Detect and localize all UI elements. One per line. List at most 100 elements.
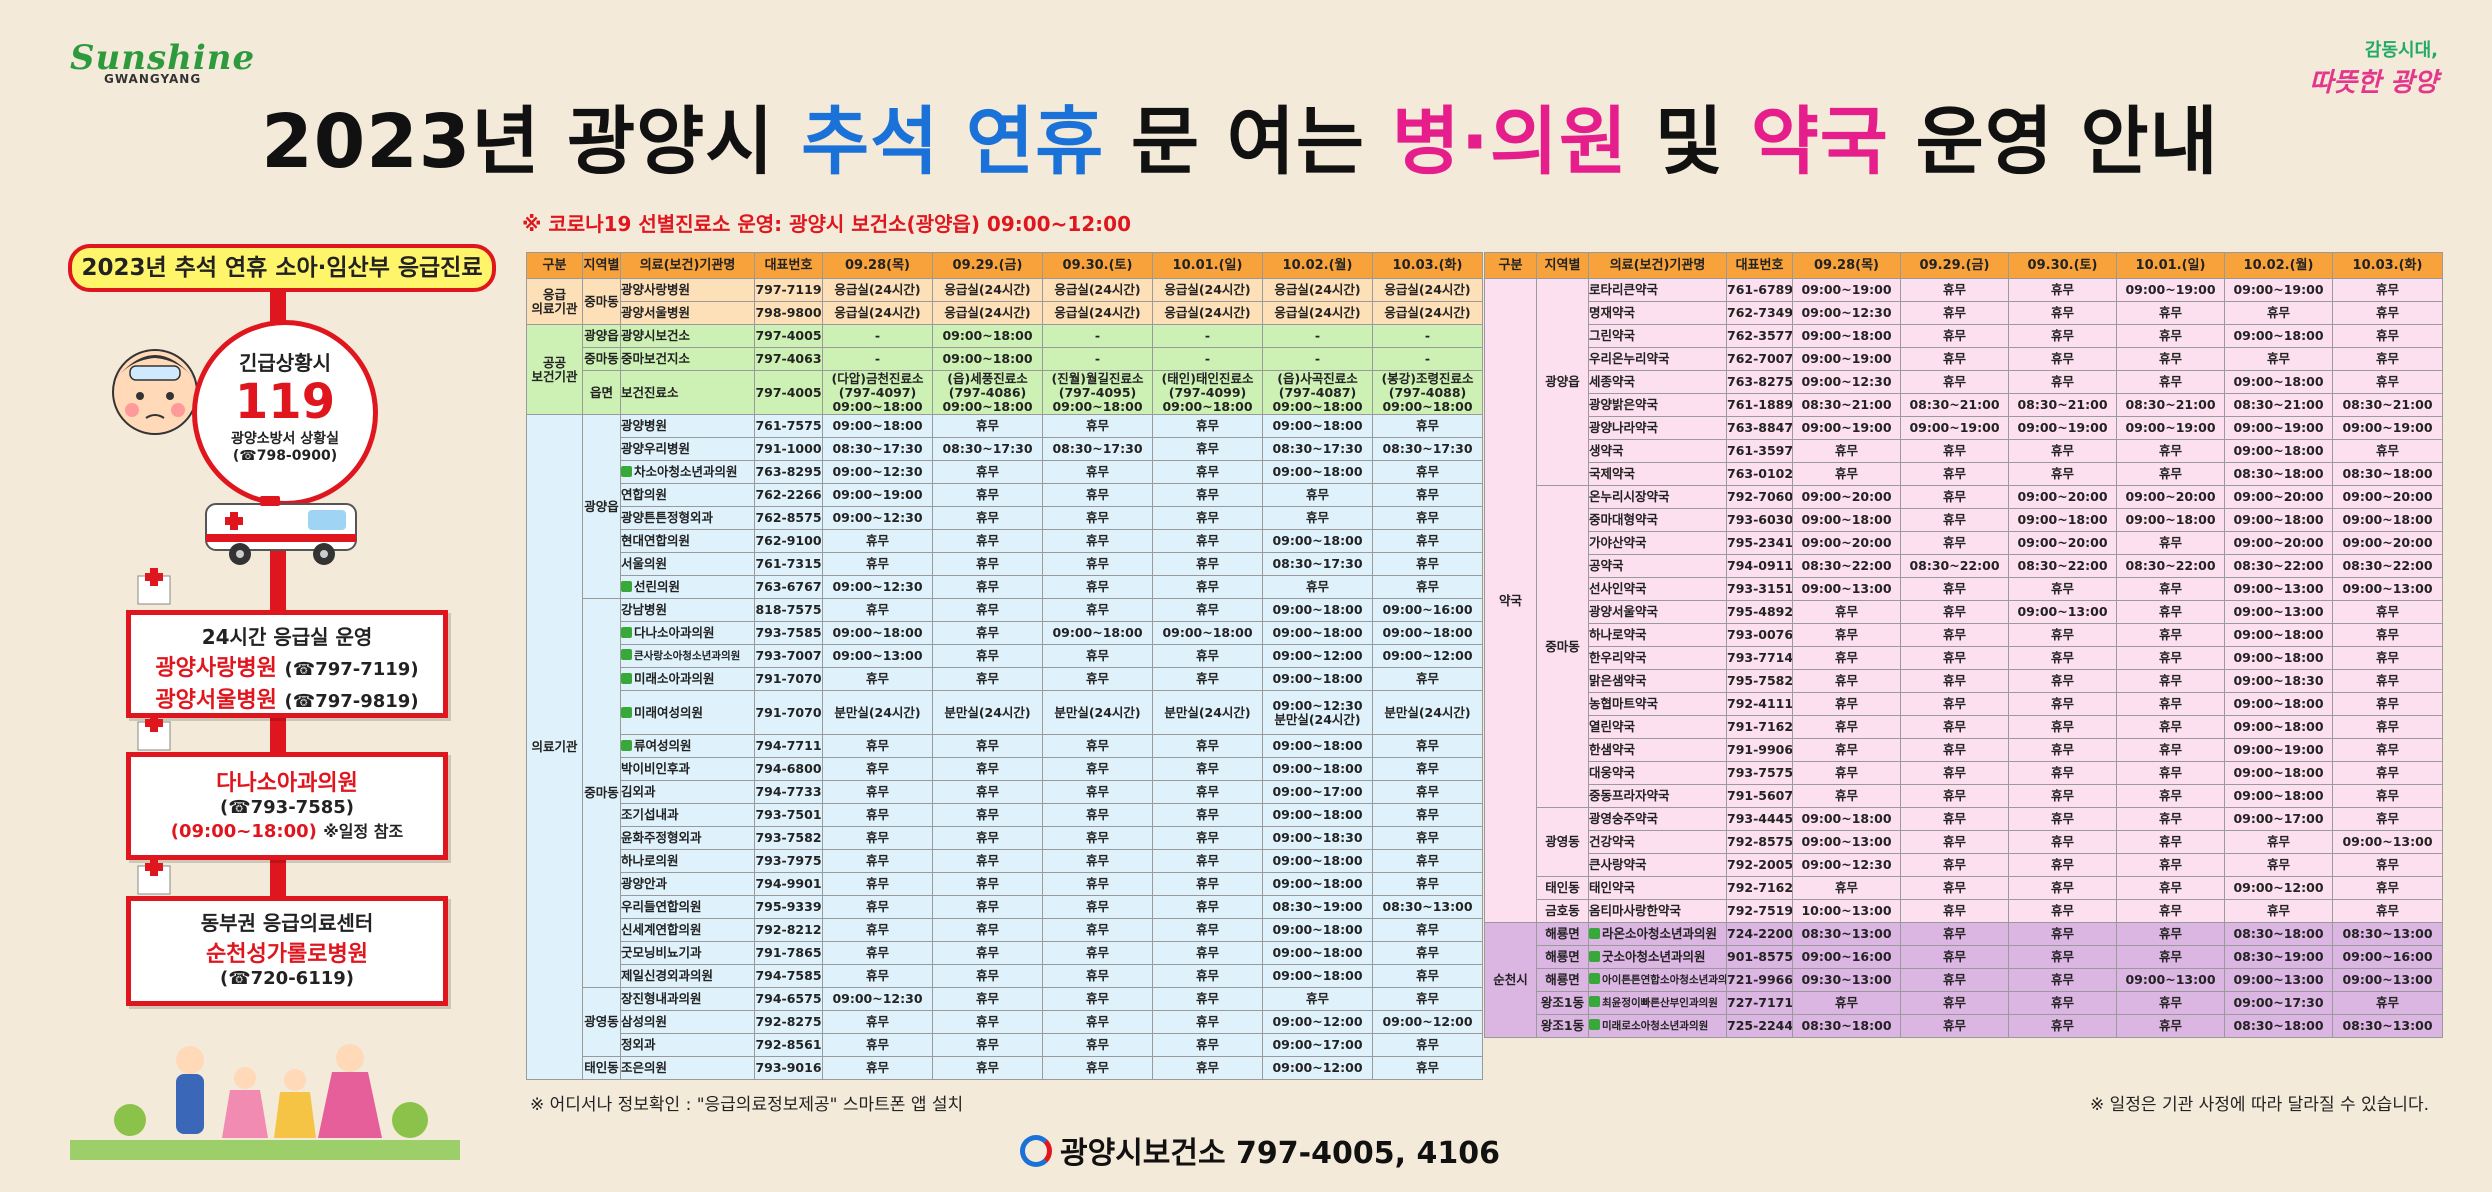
institution-name: 현대연합의원 [620, 529, 755, 553]
table-row: 해룡면 굿소아청소년과의원 901-8575 09:00~16:00 휴무 휴무 휴무 08:… [1485, 945, 2443, 969]
institution-name: 제일신경외과의원 [620, 964, 755, 988]
schedule-cell: 08:30~19:00 [1262, 895, 1373, 919]
schedule-cell: 휴무 [1900, 853, 2009, 877]
schedule-cell: 휴무 [1042, 941, 1153, 965]
schedule-cell: 휴무 [1900, 991, 2009, 1015]
region-cell: 중마동 [582, 347, 621, 371]
schedule-cell: 응급실(24시간) [932, 301, 1043, 325]
institution-name: 온누리시장약국 [1588, 485, 1727, 509]
phone-cell: 762-7349 [1726, 301, 1793, 325]
schedule-cell: 09:00~18:00 [1792, 807, 1901, 831]
schedule-cell: 휴무 [2116, 807, 2225, 831]
institution-name: 광양튼튼정형외과 [620, 506, 755, 530]
phone-cell: 792-2005 [1726, 853, 1793, 877]
institution-name-text: 우리들연합의원 [621, 899, 702, 914]
pediatric-mark-icon [621, 627, 632, 638]
schedule-cell: 휴무 [1372, 964, 1483, 988]
schedule-cell: 휴무 [2008, 830, 2117, 854]
schedule-cell: 휴무 [932, 757, 1043, 781]
schedule-cell: 휴무 [2116, 600, 2225, 624]
table-header-row: 구분 지역별 의료(보건)기관명 대표번호 09.28(목) 09.29.(금) 09.30… [526, 252, 1483, 279]
schedule-cell: 휴무 [2008, 1014, 2117, 1038]
pediatric-mark-icon [1589, 951, 1600, 962]
column-header: 대표번호 [754, 252, 823, 279]
schedule-cell: 09:00~18:00 [1792, 508, 1901, 532]
institution-name-text: 온누리시장약국 [1589, 489, 1670, 504]
table-row: 응급 의료기관 중마동 광양사랑병원 797-7119 응급실(24시간) 응급실(24시… [526, 278, 1483, 325]
column-header: 10.02.(월) [1262, 252, 1373, 279]
schedule-cell: 휴무 [2116, 623, 2225, 647]
institution-name: 그린약국 [1588, 324, 1727, 348]
institution-name-text: 농협마트약국 [1589, 696, 1659, 711]
schedule-cell: 휴무 [1152, 598, 1263, 622]
phone-cell: 795-9339 [754, 895, 823, 919]
schedule-cell: 휴무 [822, 598, 933, 622]
er-hospital-2-tel: (☎797-9819) [284, 691, 419, 712]
schedule-cell: 휴무 [1152, 575, 1263, 599]
title-pharmacy: 약국 [1750, 99, 1889, 185]
schedule-cell: 휴무 [1152, 872, 1263, 896]
schedule-cell: 휴무 [1372, 941, 1483, 965]
institution-name: 열린약국 [1588, 715, 1727, 739]
table-row: 조기섭내과 793-7501 휴무 휴무 휴무 휴무 09:00~18:00 휴무 [527, 803, 1483, 827]
institution-name: 신세계연합의원 [620, 918, 755, 942]
schedule-cell: 휴무 [1792, 669, 1901, 693]
schedule-cell: 휴무 [2008, 370, 2117, 394]
phone-cell: 797-4005 [754, 324, 823, 348]
table-row: 공공 보건기관 광양읍 광양시보건소 797-4005-09:00~18:00- - - - [526, 324, 1483, 415]
pediatric-mark-icon [621, 706, 632, 718]
pediatric-clinic-tel: (☎793-7585) [219, 797, 354, 818]
schedule-cell: 휴무 [1900, 301, 2009, 325]
table-row: 태인동 태인약국 792-7162 휴무 휴무 휴무 휴무 09:00~12:00 휴무 [1485, 876, 2443, 900]
schedule-cell: 휴무 [2332, 623, 2443, 647]
schedule-cell: 휴무 [1900, 485, 2009, 509]
schedule-cell: 휴무 [1042, 529, 1153, 553]
schedule-cell: 08:30~21:00 [2008, 393, 2117, 417]
table-row: 차소아청소년과의원 763-8295 09:00~12:30 휴무 휴무 휴무 09:00~… [527, 460, 1483, 484]
schedule-cell: 휴무 [1900, 439, 2009, 463]
schedule-cell: 08:30~22:00 [1900, 554, 2009, 578]
schedule-cell: (읍)사곡진료소 (797-4087) 09:00~18:00 [1262, 370, 1373, 415]
table-row: 광영동 장진형내과의원 794-6575 09:00~12:30 휴무 휴무 휴무 휴무 휴무 [527, 987, 1483, 1057]
schedule-cell: 09:00~12:00 [1262, 1056, 1373, 1080]
circle-119: 119 [234, 374, 336, 430]
phone-cell: 761-7315 [754, 552, 823, 576]
schedule-cell: 휴무 [1900, 807, 2009, 831]
phone-cell: 762-8575 [754, 506, 823, 530]
schedule-cell: 휴무 [1792, 761, 1901, 785]
institution-name-text: 생약국 [1589, 443, 1624, 458]
schedule-cell: 09:00~18:00 [2116, 508, 2225, 532]
regional-er-box: 동부권 응급의료센터 순천성가롤로병원 (☎720-6119) [126, 896, 448, 1006]
schedule-cell: 08:30~22:00 [2116, 554, 2225, 578]
institution-name-text: 미래여성의원 [634, 704, 704, 720]
table-row: 광양안과 794-9901 휴무 휴무 휴무 휴무 09:00~18:00 휴무 [527, 872, 1483, 896]
schedule-cell: 08:30~17:30 [1372, 437, 1483, 461]
hospital-building-icon [137, 568, 171, 605]
schedule-cell: 휴무 [1042, 1010, 1153, 1034]
schedule-cell: 휴무 [1900, 899, 2009, 923]
schedule-cell: 휴무 [1152, 437, 1263, 461]
ambulance-icon [205, 496, 357, 565]
schedule-cell: 09:00~12:00 [1262, 1010, 1373, 1034]
schedule-cell: - [822, 324, 933, 348]
institution-name-text: 보건진료소 [621, 384, 679, 400]
schedule-cell: 휴무 [2332, 669, 2443, 693]
institution-name: 광양서울병원 [620, 301, 755, 325]
table-row: 제일신경외과의원 794-7585 휴무 휴무 휴무 휴무 09:00~18:00 휴무 [527, 964, 1483, 988]
schedule-cell: - [1372, 347, 1483, 371]
institution-name-text: 명재약국 [1589, 305, 1636, 320]
schedule-cell: 08:30~18:00 [1792, 1014, 1901, 1038]
region-cell: 광영동 [1536, 807, 1589, 877]
institution-name: 미래로소아청소년과의원 [1588, 1014, 1727, 1038]
institution-name: 생약국 [1588, 439, 1727, 463]
footer-text: 광양시보건소 797-4005, 4106 [1060, 1136, 1500, 1171]
schedule-cell: 휴무 [932, 849, 1043, 873]
schedule-cell: 09:00~18:00 [2224, 646, 2333, 670]
phone-cell: 794-0911 [1726, 554, 1793, 578]
table-row: 광양나라약국 763-8847 09:00~19:00 09:00~19:00 09:0… [1485, 416, 2443, 440]
schedule-cell: 휴무 [1900, 738, 2009, 762]
institution-name: 최윤정이빠른산부인과의원 [1588, 991, 1727, 1015]
table-row: 광양밝은약국 761-1889 08:30~21:00 08:30~21:00 08:3… [1485, 393, 2443, 417]
schedule-cell: 09:00~18:00 [1262, 918, 1373, 942]
phone-cell: 761-7575 [754, 414, 823, 438]
